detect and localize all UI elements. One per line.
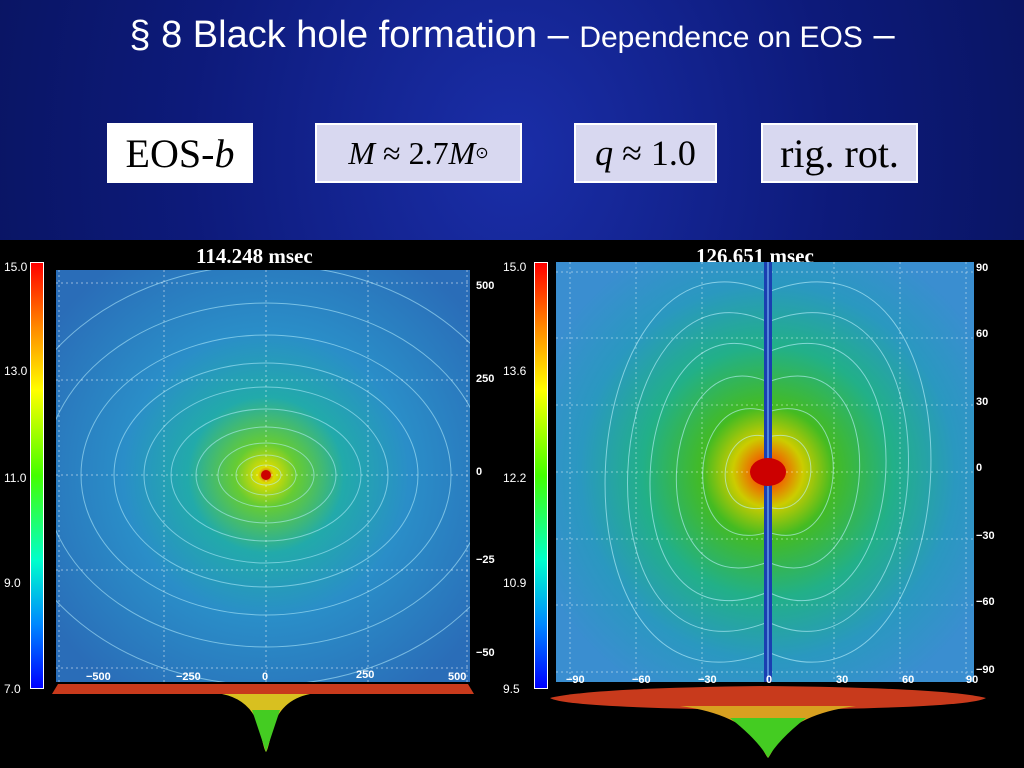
param-q: q ≈ 1.0 — [574, 123, 717, 183]
right-colorbar — [534, 262, 548, 689]
right-panel: 126.651 msec 15.0 13.6 12.2 10.9 9.5 — [500, 240, 1024, 768]
right-y-tick: −90 — [976, 664, 995, 676]
right-y-tick: −30 — [976, 530, 995, 542]
left-x-tick: 0 — [262, 671, 269, 683]
right-y-tick: 30 — [976, 396, 989, 408]
figure-band: 114.248 msec 15.0 13.0 11.0 9.0 7.0 — [0, 240, 1024, 768]
eos-italic: b — [214, 130, 235, 176]
left-colorbar — [30, 262, 44, 689]
left-cb-tick: 7.0 — [4, 682, 21, 696]
left-cb-tick: 9.0 — [4, 576, 21, 590]
left-x-tick: 500 — [448, 671, 467, 683]
right-cb-tick: 15.0 — [503, 260, 527, 274]
mass-unit: M — [448, 134, 476, 171]
slide-title: § 8 Black hole formation – Dependence on… — [0, 14, 1024, 57]
left-x-tick: −500 — [86, 671, 111, 683]
left-y-tick: 250 — [476, 373, 495, 385]
mass-var: M — [348, 134, 376, 171]
right-x-tick: 0 — [766, 674, 773, 686]
right-x-tick: −30 — [698, 674, 717, 686]
right-y-tick: 90 — [976, 262, 989, 274]
right-cb-tick: 12.2 — [503, 471, 527, 485]
left-y-tick: 500 — [476, 280, 495, 292]
left-cb-tick: 13.0 — [4, 364, 28, 378]
left-x-tick: 250 — [356, 669, 375, 681]
left-y-tick: −25 — [476, 554, 495, 566]
title-main: § 8 Black hole formation – — [129, 14, 569, 56]
left-y-tick: 0 — [476, 466, 483, 478]
left-y-tick: −50 — [476, 647, 495, 659]
param-mass: M ≈ 2.7 M ⊙ — [315, 123, 522, 183]
left-cb-tick: 11.0 — [4, 471, 27, 485]
right-cb-tick: 10.9 — [503, 576, 527, 590]
right-y-tick: 60 — [976, 328, 989, 340]
param-rotation: rig. rot. — [761, 123, 918, 183]
mass-rest: ≈ 2.7 — [383, 134, 449, 171]
q-rest: ≈ 1.0 — [622, 133, 696, 173]
right-x-tick: 90 — [966, 674, 979, 686]
left-cb-tick: 15.0 — [4, 260, 28, 274]
mass-sun: ⊙ — [475, 145, 489, 162]
right-x-tick: −90 — [566, 674, 585, 686]
right-cb-tick: 13.6 — [503, 364, 527, 378]
left-panel: 114.248 msec 15.0 13.0 11.0 9.0 7.0 — [0, 240, 512, 768]
right-x-tick: 30 — [836, 674, 849, 686]
left-time: 114.248 msec — [196, 244, 313, 268]
title-end: – — [873, 14, 895, 56]
right-x-tick: −60 — [632, 674, 651, 686]
right-cb-tick: 9.5 — [503, 682, 520, 696]
rotation-label: rig. rot. — [780, 130, 899, 176]
eos-prefix: EOS- — [125, 130, 215, 176]
right-x-tick: 60 — [902, 674, 915, 686]
param-eos: EOS-b — [107, 123, 253, 183]
left-x-tick: −250 — [176, 671, 201, 683]
left-density-plot — [56, 270, 470, 682]
q-var: q — [595, 133, 614, 173]
right-density-plot — [556, 262, 974, 682]
right-y-tick: −60 — [976, 596, 995, 608]
left-surface-base — [52, 684, 474, 752]
title-sub: Dependence on EOS — [579, 21, 863, 54]
right-surface-base — [550, 686, 986, 758]
right-y-tick: 0 — [976, 462, 983, 474]
